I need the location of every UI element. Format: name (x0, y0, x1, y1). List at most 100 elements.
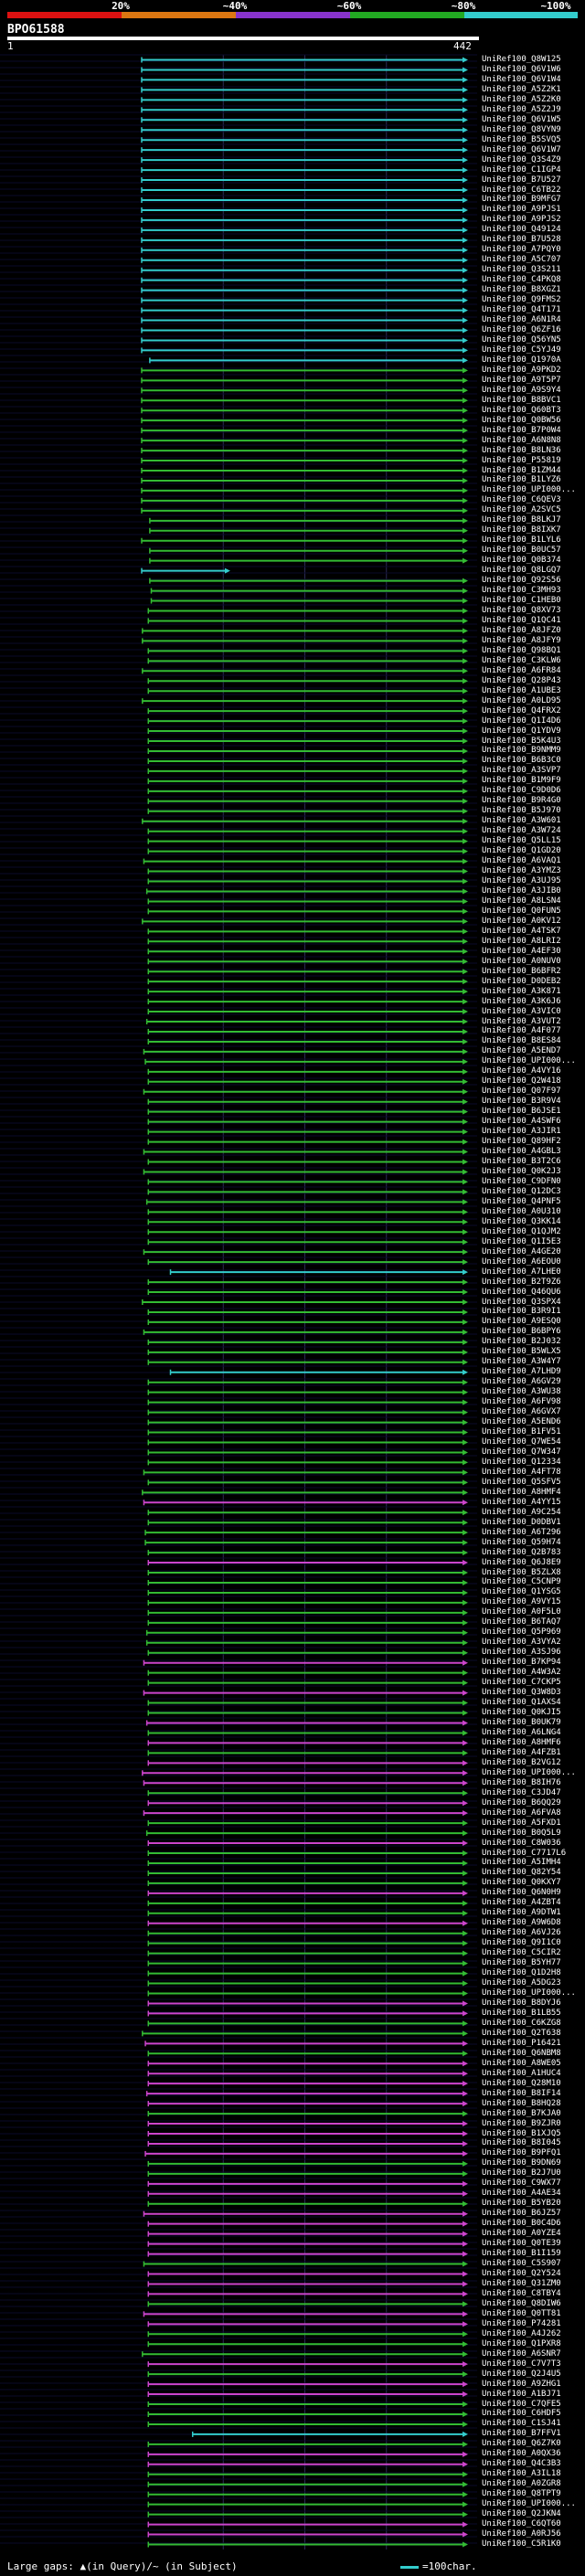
hit-bar[interactable] (141, 147, 468, 154)
hit-label[interactable]: UniRef100_A6N8N8 (482, 435, 561, 445)
hit-label[interactable]: UniRef100_Q3S211 (482, 265, 561, 275)
hit-bar[interactable] (145, 1639, 468, 1646)
hit-label[interactable]: UniRef100_Q2W418 (482, 1076, 561, 1087)
hit-bar[interactable] (147, 969, 468, 975)
hit-bar[interactable] (145, 2091, 468, 2097)
hit-label[interactable]: UniRef100_Q5LL15 (482, 836, 561, 846)
hit-bar[interactable] (141, 327, 468, 334)
hit-label[interactable]: UniRef100_B9ZJR0 (482, 2118, 561, 2128)
hit-bar[interactable] (147, 1730, 468, 1736)
hit-bar[interactable] (147, 828, 468, 834)
hit-bar[interactable] (145, 1830, 468, 1837)
hit-bar[interactable] (147, 908, 468, 915)
hit-bar[interactable] (147, 938, 468, 945)
hit-bar[interactable] (147, 1840, 468, 1847)
hit-label[interactable]: UniRef100_B7U528 (482, 235, 561, 245)
hit-label[interactable]: UniRef100_B7KP94 (482, 1658, 561, 1668)
hit-label[interactable]: UniRef100_Q28P43 (482, 675, 561, 685)
hit-bar[interactable] (141, 468, 468, 473)
hit-label[interactable]: UniRef100_B2J7U0 (482, 2168, 561, 2178)
hit-bar[interactable] (147, 1900, 468, 1906)
hit-label[interactable]: UniRef100_A9DTW1 (482, 1908, 561, 1918)
hit-bar[interactable] (147, 1219, 468, 1225)
hit-bar[interactable] (147, 1670, 468, 1676)
hit-label[interactable]: UniRef100_A9T5P7 (482, 375, 561, 385)
hit-label[interactable]: UniRef100_B8ES84 (482, 1036, 561, 1046)
hit-bar[interactable] (147, 1750, 468, 1756)
hit-label[interactable]: UniRef100_A4FT78 (482, 1467, 561, 1477)
hit-bar[interactable] (147, 2521, 468, 2528)
hit-label[interactable]: UniRef100_P16421 (482, 2038, 561, 2048)
hit-bar[interactable] (147, 1078, 468, 1085)
hit-bar[interactable] (142, 2030, 468, 2037)
hit-bar[interactable] (147, 2511, 468, 2518)
hit-bar[interactable] (141, 477, 468, 483)
hit-bar[interactable] (144, 1540, 468, 1546)
hit-label[interactable]: UniRef100_Q6Z7K0 (482, 2439, 561, 2449)
hit-bar[interactable] (147, 2010, 468, 2017)
hit-bar[interactable] (141, 287, 468, 293)
hit-bar[interactable] (144, 1530, 468, 1536)
hit-label[interactable]: UniRef100_C5CNP9 (482, 1577, 561, 1587)
hit-label[interactable]: UniRef100_A4GE20 (482, 1246, 561, 1256)
hit-bar[interactable] (147, 1910, 468, 1916)
hit-bar[interactable] (147, 1409, 468, 1415)
hit-label[interactable]: UniRef100_C6HDF5 (482, 2409, 561, 2419)
hit-label[interactable]: UniRef100_A3JIB0 (482, 885, 561, 896)
hit-bar[interactable] (147, 688, 468, 694)
hit-label[interactable]: UniRef100_A7LHD9 (482, 1367, 561, 1377)
hit-bar[interactable] (147, 1800, 468, 1807)
hit-label[interactable]: UniRef100_B5YB20 (482, 2199, 561, 2209)
hit-label[interactable]: UniRef100_A0RJ56 (482, 2529, 561, 2539)
hit-label[interactable]: UniRef100_Q0KJI5 (482, 1708, 561, 1718)
hit-bar[interactable] (169, 1269, 469, 1276)
hit-label[interactable]: UniRef100_A5Z2K1 (482, 84, 561, 94)
hit-bar[interactable] (147, 1510, 468, 1516)
hit-label[interactable]: UniRef100_Q6N0H9 (482, 1888, 561, 1898)
hit-label[interactable]: UniRef100_A5Z2J9 (482, 104, 561, 114)
hit-bar[interactable] (147, 1399, 468, 1405)
hit-bar[interactable] (147, 1349, 468, 1355)
hit-label[interactable]: UniRef100_B8LKJ7 (482, 515, 561, 525)
hit-label[interactable]: UniRef100_A4GBL3 (482, 1147, 561, 1157)
hit-label[interactable]: UniRef100_B3R9V4 (482, 1097, 561, 1107)
hit-bar[interactable] (141, 87, 468, 93)
hit-label[interactable]: UniRef100_C7717L6 (482, 1848, 567, 1858)
hit-bar[interactable] (147, 1680, 468, 1686)
hit-bar[interactable] (147, 1098, 468, 1105)
hit-label[interactable]: UniRef100_B0UC57 (482, 546, 561, 556)
hit-bar[interactable] (147, 618, 468, 624)
hit-bar[interactable] (147, 1649, 468, 1656)
hit-bar[interactable] (147, 1990, 468, 1997)
hit-label[interactable]: UniRef100_C8TBY4 (482, 2288, 561, 2298)
hit-label[interactable]: UniRef100_Q92S56 (482, 576, 561, 586)
hit-label[interactable]: UniRef100_Q3S4Z9 (482, 154, 561, 164)
hit-label[interactable]: UniRef100_B8XGZ1 (482, 285, 561, 295)
hit-bar[interactable] (147, 1790, 468, 1797)
hit-label[interactable]: UniRef100_C5CIR2 (482, 1948, 561, 1958)
hit-label[interactable]: UniRef100_B1M9F9 (482, 776, 561, 786)
hit-bar[interactable] (143, 1690, 468, 1696)
hit-bar[interactable] (147, 959, 468, 965)
hit-label[interactable]: UniRef100_B7KJA0 (482, 2108, 561, 2118)
hit-bar[interactable] (143, 1329, 468, 1335)
hit-bar[interactable] (147, 1229, 468, 1235)
hit-label[interactable]: UniRef100_Q12DC3 (482, 1186, 561, 1196)
hit-bar[interactable] (147, 2501, 468, 2507)
hit-label[interactable]: UniRef100_D0DEB2 (482, 976, 561, 986)
hit-bar[interactable] (149, 357, 468, 364)
hit-label[interactable]: UniRef100_C6QEV3 (482, 495, 561, 505)
hit-label[interactable]: UniRef100_A6VJ26 (482, 1928, 561, 1938)
hit-label[interactable]: UniRef100_A6GVX7 (482, 1407, 561, 1417)
hit-label[interactable]: UniRef100_Q12334 (482, 1457, 561, 1467)
hit-label[interactable]: UniRef100_A9PJS1 (482, 205, 561, 215)
hit-label[interactable]: UniRef100_A1HUC4 (482, 2068, 561, 2078)
hit-bar[interactable] (147, 989, 468, 995)
hit-bar[interactable] (149, 578, 468, 584)
hit-label[interactable]: UniRef100_Q5SFV5 (482, 1477, 561, 1487)
hit-bar[interactable] (141, 227, 468, 233)
hit-bar[interactable] (147, 1359, 468, 1365)
hit-bar[interactable] (147, 1860, 468, 1866)
hit-bar[interactable] (142, 668, 468, 674)
hit-label[interactable]: UniRef100_A8WE05 (482, 2058, 561, 2068)
